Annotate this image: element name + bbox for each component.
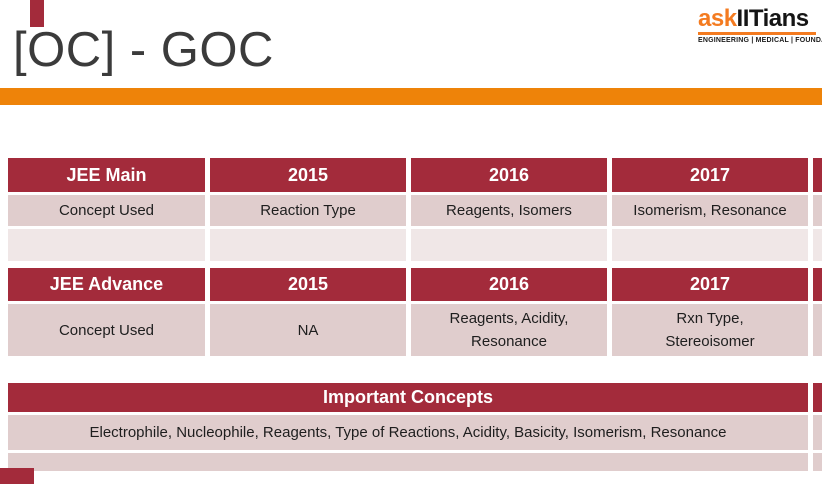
table-header-cell: 2017 bbox=[612, 158, 808, 192]
table-header-cell: JEE Main bbox=[8, 158, 205, 192]
slide-title: [OC] - GOC bbox=[13, 23, 274, 77]
table-cell: Reagents, Acidity, Resonance bbox=[411, 304, 607, 356]
top-left-accent-bar bbox=[30, 0, 44, 27]
table-cell: Rxn Type, Stereoisomer bbox=[612, 304, 808, 356]
bottom-left-accent-bar bbox=[0, 468, 34, 484]
table-header-cell: 2015 bbox=[210, 158, 406, 192]
table-header-cell-clipped bbox=[813, 268, 822, 301]
table-cell-clipped bbox=[813, 453, 822, 471]
table-header-cell: 2017 bbox=[612, 268, 808, 301]
table-cell: Concept Used bbox=[8, 304, 205, 356]
logo-text-iitians: IITians bbox=[736, 5, 810, 32]
table-cell: NA bbox=[210, 304, 406, 356]
table-cell: Reagents, Isomers bbox=[411, 195, 607, 226]
table-cell-clipped bbox=[813, 229, 822, 261]
table-cell: Concept Used bbox=[8, 195, 205, 226]
table-header-cell: 2016 bbox=[411, 158, 607, 192]
logo-wordmark: askIITians bbox=[698, 7, 816, 35]
table-header-cell: Important Concepts bbox=[8, 383, 808, 412]
table-cell-clipped bbox=[813, 304, 822, 356]
table-cell bbox=[612, 229, 808, 261]
orange-divider-bar bbox=[0, 88, 822, 105]
table-cell: Electrophile, Nucleophile, Reagents, Typ… bbox=[8, 415, 808, 450]
table-cell bbox=[8, 453, 808, 471]
important-concepts-table: Important Concepts Electrophile, Nucleop… bbox=[8, 383, 822, 471]
table-header-cell-clipped bbox=[813, 383, 822, 412]
table-cell: Isomerism, Resonance bbox=[612, 195, 808, 226]
logo-text-ask: ask bbox=[698, 5, 737, 32]
table-cell bbox=[210, 229, 406, 261]
table-cell-clipped bbox=[813, 415, 822, 450]
table-cell: Reaction Type bbox=[210, 195, 406, 226]
logo-tagline: ENGINEERING | MEDICAL | FOUNDATION bbox=[698, 37, 822, 44]
table-header-cell: 2016 bbox=[411, 268, 607, 301]
table-cell-clipped bbox=[813, 195, 822, 226]
jee-main-table: JEE Main 2015 2016 2017 Concept Used Rea… bbox=[8, 158, 822, 261]
jee-advance-table: JEE Advance 2015 2016 2017 Concept Used … bbox=[8, 268, 822, 356]
askiitians-logo: askIITians ENGINEERING | MEDICAL | FOUND… bbox=[698, 7, 822, 44]
table-header-cell: 2015 bbox=[210, 268, 406, 301]
table-cell bbox=[411, 229, 607, 261]
table-header-cell-clipped bbox=[813, 158, 822, 192]
table-cell bbox=[8, 229, 205, 261]
table-header-cell: JEE Advance bbox=[8, 268, 205, 301]
